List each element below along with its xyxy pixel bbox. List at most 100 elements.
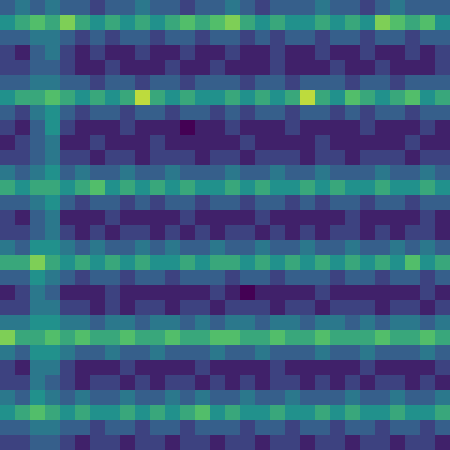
heatmap-cell [285, 180, 301, 196]
heatmap-cell [240, 240, 256, 256]
heatmap-cell [225, 90, 241, 106]
heatmap-cell [285, 330, 301, 346]
heatmap-cell [60, 90, 76, 106]
heatmap-cell [435, 240, 450, 256]
heatmap-cell [330, 255, 346, 271]
heatmap-cell [390, 30, 406, 46]
heatmap-cell [45, 285, 61, 301]
heatmap-cell [375, 30, 391, 46]
heatmap-cell [15, 390, 31, 406]
heatmap-cell [210, 420, 226, 436]
heatmap-cell [330, 210, 346, 226]
heatmap-cell [135, 255, 151, 271]
heatmap-cell [120, 210, 136, 226]
heatmap-cell [240, 60, 256, 76]
heatmap-cell [195, 210, 211, 226]
heatmap-cell [405, 285, 421, 301]
heatmap-cell [60, 255, 76, 271]
heatmap-cell [0, 120, 16, 136]
heatmap-cell [180, 150, 196, 166]
heatmap-cell [0, 255, 16, 271]
heatmap-cell [195, 180, 211, 196]
heatmap-cell [195, 120, 211, 136]
heatmap-cell [120, 75, 136, 91]
heatmap-cell [75, 270, 91, 286]
heatmap-cell [210, 90, 226, 106]
heatmap-cell [135, 15, 151, 31]
heatmap-cell [420, 240, 436, 256]
heatmap-cell [300, 300, 316, 316]
heatmap-cell [285, 75, 301, 91]
heatmap-cell [255, 135, 271, 151]
heatmap-cell [390, 330, 406, 346]
heatmap-cell [255, 270, 271, 286]
heatmap-cell [315, 330, 331, 346]
heatmap-cell [315, 180, 331, 196]
heatmap-cell [195, 0, 211, 16]
heatmap-cell [195, 135, 211, 151]
heatmap-cell [45, 165, 61, 181]
heatmap-cell [75, 135, 91, 151]
heatmap-cell [135, 120, 151, 136]
heatmap-cell [345, 165, 361, 181]
heatmap-cell [330, 180, 346, 196]
heatmap-cell [195, 390, 211, 406]
heatmap-cell [15, 360, 31, 376]
heatmap-cell [240, 135, 256, 151]
heatmap-cell [15, 210, 31, 226]
heatmap-cell [330, 240, 346, 256]
heatmap-cell [105, 15, 121, 31]
heatmap-cell [420, 180, 436, 196]
heatmap-cell [345, 390, 361, 406]
heatmap-cell [255, 105, 271, 121]
heatmap-cell [225, 255, 241, 271]
heatmap-cell [360, 60, 376, 76]
heatmap-cell [15, 345, 31, 361]
heatmap-cell [180, 300, 196, 316]
heatmap-cell [180, 270, 196, 286]
heatmap-cell [435, 345, 450, 361]
heatmap-cell [210, 285, 226, 301]
heatmap-cell [120, 90, 136, 106]
heatmap-cell [210, 210, 226, 226]
heatmap-cell [375, 150, 391, 166]
heatmap-cell [435, 195, 450, 211]
heatmap-cell [330, 195, 346, 211]
heatmap-cell [0, 210, 16, 226]
heatmap-cell [315, 255, 331, 271]
heatmap-cell [225, 225, 241, 241]
heatmap-cell [150, 315, 166, 331]
heatmap-cell [15, 285, 31, 301]
heatmap-cell [285, 90, 301, 106]
heatmap-cell [375, 405, 391, 421]
heatmap-cell [90, 30, 106, 46]
heatmap-cell [165, 270, 181, 286]
heatmap-cell [15, 0, 31, 16]
heatmap-cell [405, 315, 421, 331]
heatmap-cell [330, 405, 346, 421]
heatmap-cell [75, 15, 91, 31]
heatmap-cell [75, 180, 91, 196]
heatmap-cell [210, 240, 226, 256]
heatmap-cell [75, 30, 91, 46]
heatmap-cell [135, 105, 151, 121]
heatmap-cell [105, 270, 121, 286]
heatmap-cell [390, 135, 406, 151]
heatmap-cell [255, 330, 271, 346]
heatmap-cell [180, 375, 196, 391]
heatmap-cell [0, 330, 16, 346]
heatmap-cell [75, 285, 91, 301]
heatmap-cell [300, 45, 316, 61]
heatmap-cell [120, 240, 136, 256]
heatmap-cell [0, 75, 16, 91]
heatmap-cell [240, 375, 256, 391]
heatmap-cell [360, 270, 376, 286]
heatmap-cell [90, 0, 106, 16]
heatmap-cell [105, 180, 121, 196]
heatmap-cell [15, 195, 31, 211]
heatmap-cell [390, 15, 406, 31]
heatmap-cell [0, 360, 16, 376]
heatmap-cell [270, 270, 286, 286]
heatmap-cell [210, 375, 226, 391]
heatmap-cell [195, 195, 211, 211]
